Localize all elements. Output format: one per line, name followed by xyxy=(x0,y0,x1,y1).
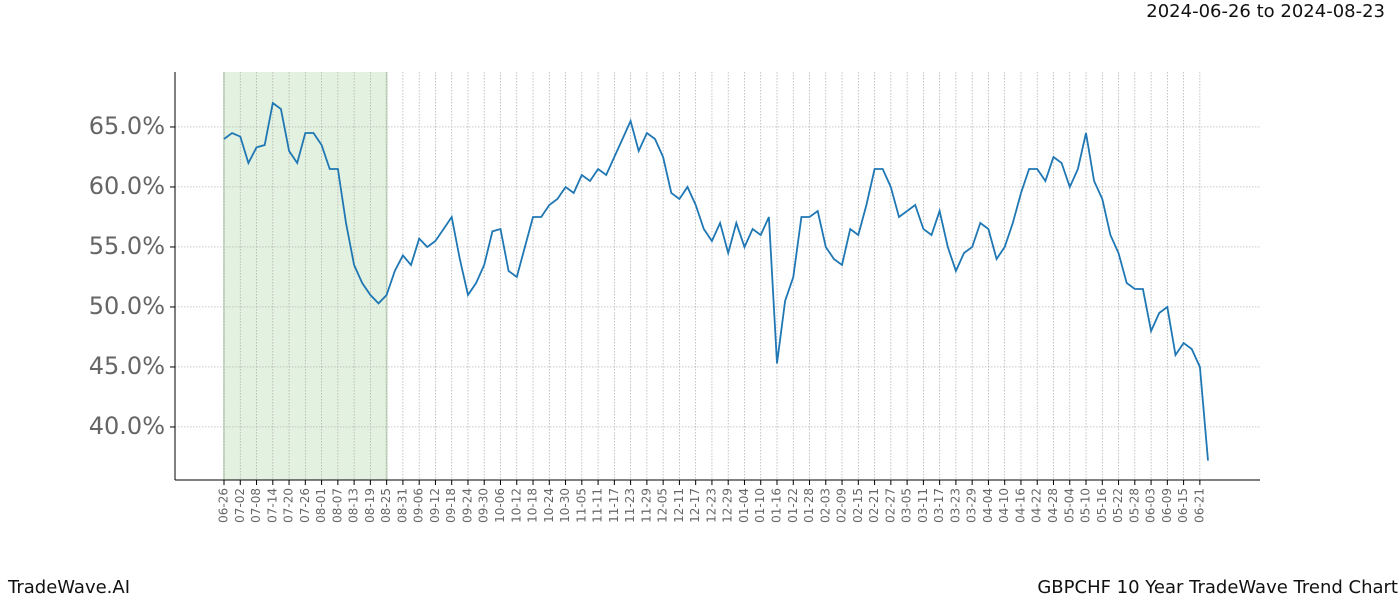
x-tick-label: 09-24 xyxy=(460,488,474,523)
x-tick-label: 07-26 xyxy=(298,488,312,523)
y-tick-label: 40.0% xyxy=(89,412,165,440)
x-tick-label: 10-06 xyxy=(493,488,507,523)
x-tick-label: 09-30 xyxy=(477,488,491,523)
x-tick-label: 04-10 xyxy=(997,488,1011,523)
y-tick-label: 55.0% xyxy=(89,232,165,260)
x-tick-label: 04-28 xyxy=(1046,488,1060,523)
x-tick-label: 09-06 xyxy=(412,488,426,523)
x-tick-label: 03-29 xyxy=(965,488,979,523)
x-tick-label: 10-24 xyxy=(542,488,556,523)
x-tick-label: 04-16 xyxy=(1013,488,1027,523)
x-tick-label: 03-05 xyxy=(900,488,914,523)
x-tick-label: 06-15 xyxy=(1176,488,1190,523)
x-tick-label: 07-08 xyxy=(249,488,263,523)
x-tick-label: 10-12 xyxy=(509,488,523,523)
x-tick-label: 12-11 xyxy=(672,488,686,523)
y-tick-label: 65.0% xyxy=(89,112,165,140)
x-tick-label: 01-04 xyxy=(737,488,751,523)
x-tick-label: 08-31 xyxy=(395,488,409,523)
x-tick-label: 02-27 xyxy=(883,488,897,523)
x-tick-label: 02-03 xyxy=(818,488,832,523)
x-tick-label: 07-02 xyxy=(233,488,247,523)
x-tick-label: 11-23 xyxy=(623,488,637,523)
x-tick-label: 07-14 xyxy=(265,488,279,523)
x-tick-label: 03-11 xyxy=(916,488,930,523)
x-tick-label: 08-13 xyxy=(347,488,361,523)
x-tick-label: 02-15 xyxy=(851,488,865,523)
x-tick-label: 05-04 xyxy=(1062,488,1076,523)
x-tick-label: 01-22 xyxy=(786,488,800,523)
date-range: 2024-06-26 to 2024-08-23 xyxy=(1146,1,1385,22)
x-tick-label: 05-16 xyxy=(1095,488,1109,523)
x-tick-label: 05-28 xyxy=(1127,488,1141,523)
x-tick-label: 11-17 xyxy=(607,488,621,523)
x-tick-label: 01-16 xyxy=(769,488,783,523)
chart-title: GBPCHF 10 Year TradeWave Trend Chart xyxy=(1037,577,1398,598)
x-tick-label: 08-25 xyxy=(379,488,393,523)
x-tick-label: 10-18 xyxy=(526,488,540,523)
y-tick-label: 50.0% xyxy=(89,292,165,320)
x-tick-label: 03-17 xyxy=(932,488,946,523)
x-tick-label: 11-29 xyxy=(639,488,653,523)
x-tick-label: 11-11 xyxy=(591,488,605,523)
x-tick-label: 05-10 xyxy=(1079,488,1093,523)
x-tick-label: 12-23 xyxy=(704,488,718,523)
x-tick-label: 08-07 xyxy=(330,488,344,523)
brand: TradeWave.AI xyxy=(7,577,130,598)
y-tick-label: 60.0% xyxy=(89,172,165,200)
x-tick-label: 04-22 xyxy=(1030,488,1044,523)
x-tick-label: 05-22 xyxy=(1111,488,1125,523)
x-tick-label: 01-28 xyxy=(802,488,816,523)
x-tick-label: 06-21 xyxy=(1192,488,1206,523)
data-line xyxy=(223,101,1209,461)
x-tick-label: 10-30 xyxy=(558,488,572,523)
x-tick-label: 03-23 xyxy=(948,488,962,523)
x-tick-label: 09-12 xyxy=(428,488,442,523)
x-tick-label: 12-17 xyxy=(688,488,702,523)
x-tick-label: 07-20 xyxy=(282,488,296,523)
x-tick-label: 01-10 xyxy=(753,488,767,523)
x-tick-label: 02-09 xyxy=(835,488,849,523)
x-tick-label: 06-03 xyxy=(1144,488,1158,523)
x-tick-label: 12-29 xyxy=(721,488,735,523)
x-tick-label: 04-04 xyxy=(981,488,995,523)
x-tick-label: 02-21 xyxy=(867,488,881,523)
x-tick-label: 09-18 xyxy=(444,488,458,523)
x-tick-label: 06-26 xyxy=(217,488,231,523)
x-tick-label: 11-05 xyxy=(574,488,588,523)
x-tick-label: 06-09 xyxy=(1160,488,1174,523)
x-tick-label: 08-01 xyxy=(314,488,328,523)
x-tick-label: 08-19 xyxy=(363,488,377,523)
y-tick-label: 45.0% xyxy=(89,352,165,380)
x-tick-label: 12-05 xyxy=(656,488,670,523)
